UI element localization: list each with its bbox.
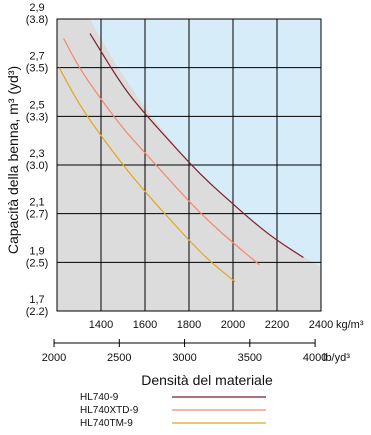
y-tick-label-secondary: (2.7)	[26, 209, 49, 221]
series-lines	[58, 33, 304, 283]
x-unit-secondary-label: lb/yd³	[323, 352, 350, 364]
x-axis-title: Densità del materiale	[141, 372, 273, 388]
y-tick-label-secondary: (2.5)	[26, 257, 49, 269]
y-tick-label-secondary: (3.8)	[26, 14, 49, 26]
grid-lines	[57, 19, 321, 311]
y-tick-label: 1,7	[29, 294, 44, 306]
y-tick-label-secondary: (3.5)	[26, 63, 49, 75]
x-tick-label: 2000	[221, 319, 245, 331]
y-tick-label-secondary: (2.2)	[26, 306, 49, 318]
y-tick-label-secondary: (3.0)	[26, 160, 49, 172]
legend-label: HL740TM-9	[80, 418, 133, 429]
x-tick-label: 2400	[309, 319, 333, 331]
series-line	[63, 38, 260, 266]
y-tick-label: 2,3	[29, 148, 44, 160]
plot-frame	[56, 18, 322, 312]
legend-label: HL740XTD-9	[80, 405, 139, 416]
x-tick-label: 1800	[177, 319, 201, 331]
x2-tick-label: 2500	[107, 352, 131, 364]
y-tick-label-secondary: (3.3)	[26, 111, 49, 123]
x2-tick-label: 4000	[303, 352, 327, 364]
x-tick-label: 2200	[265, 319, 289, 331]
y-tick-label: 2,7	[29, 51, 44, 63]
legend: HL740-9 HL740XTD-9 HL740TM-9	[80, 392, 266, 429]
x-axis-secondary: 2000 2500 3000 3500 4000	[42, 339, 327, 364]
y-tick-label: 2,5	[29, 99, 44, 111]
y-tick-label: 2,9	[29, 2, 44, 14]
y-tick-label: 2,1	[29, 197, 44, 209]
x2-tick-label: 2000	[42, 352, 66, 364]
x-tick-label: 1600	[133, 319, 157, 331]
legend-label: HL740-9	[80, 392, 119, 403]
x2-tick-label: 3500	[238, 352, 262, 364]
x-unit-primary-label: kg/m³	[336, 319, 364, 331]
y-axis-ticks: 1,7(2.2) 1,9(2.5) 2,1(2.7) 2,3(3.0) 2,5(3.3)…	[26, 2, 49, 318]
region-blue	[90, 19, 321, 268]
x-tick-label: 1400	[89, 319, 113, 331]
y-tick-label: 1,9	[29, 245, 44, 257]
x2-tick-label: 3000	[172, 352, 196, 364]
y-axis-title: Capacità della benna, m³ (yd³)	[5, 66, 21, 254]
x-axis-primary-ticks: 1400 1600 1800 2000 2200 2400	[89, 319, 333, 331]
series-line	[58, 67, 236, 283]
series-line	[89, 33, 304, 258]
